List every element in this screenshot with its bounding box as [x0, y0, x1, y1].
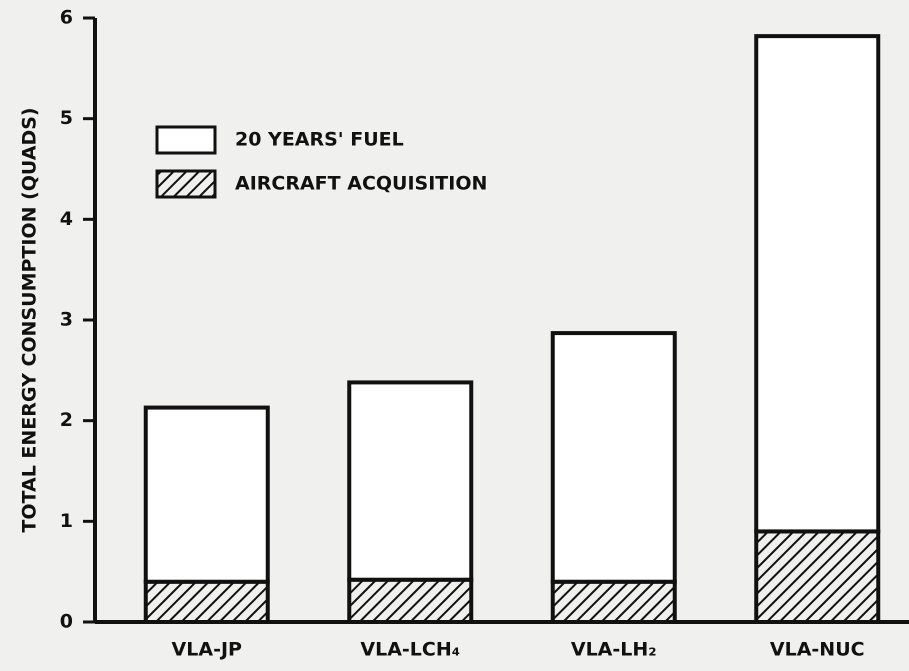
bar-segment	[143, 579, 270, 625]
bar-segment	[550, 331, 677, 584]
y-tick-label: 0	[60, 611, 73, 633]
legend-label: AIRCRAFT ACQUISITION	[235, 173, 487, 195]
legend-swatch	[155, 169, 217, 199]
bar-segment	[550, 579, 677, 625]
y-tick-label: 5	[60, 107, 73, 129]
x-tick-label: VLA-JP	[172, 639, 242, 661]
bar-segment	[143, 405, 270, 584]
x-tick-label: VLA-LCH₄	[360, 639, 460, 661]
y-tick-label: 2	[60, 409, 73, 431]
y-axis-label: TOTAL ENERGY CONSUMPTION (QUADS)	[19, 107, 41, 532]
y-tick-label: 6	[60, 7, 73, 29]
bar-segment	[347, 577, 474, 624]
bar-segment	[347, 380, 474, 582]
legend-swatch	[155, 125, 217, 155]
y-tick-label: 1	[60, 510, 73, 532]
y-tick-label: 4	[60, 208, 73, 230]
x-tick-label: VLA-NUC	[770, 639, 865, 661]
bar-segment	[754, 529, 881, 625]
legend-label: 20 YEARS' FUEL	[235, 129, 404, 151]
bar-segment	[754, 34, 881, 534]
y-tick-label: 3	[60, 309, 73, 331]
x-tick-label: VLA-LH₂	[571, 639, 657, 661]
